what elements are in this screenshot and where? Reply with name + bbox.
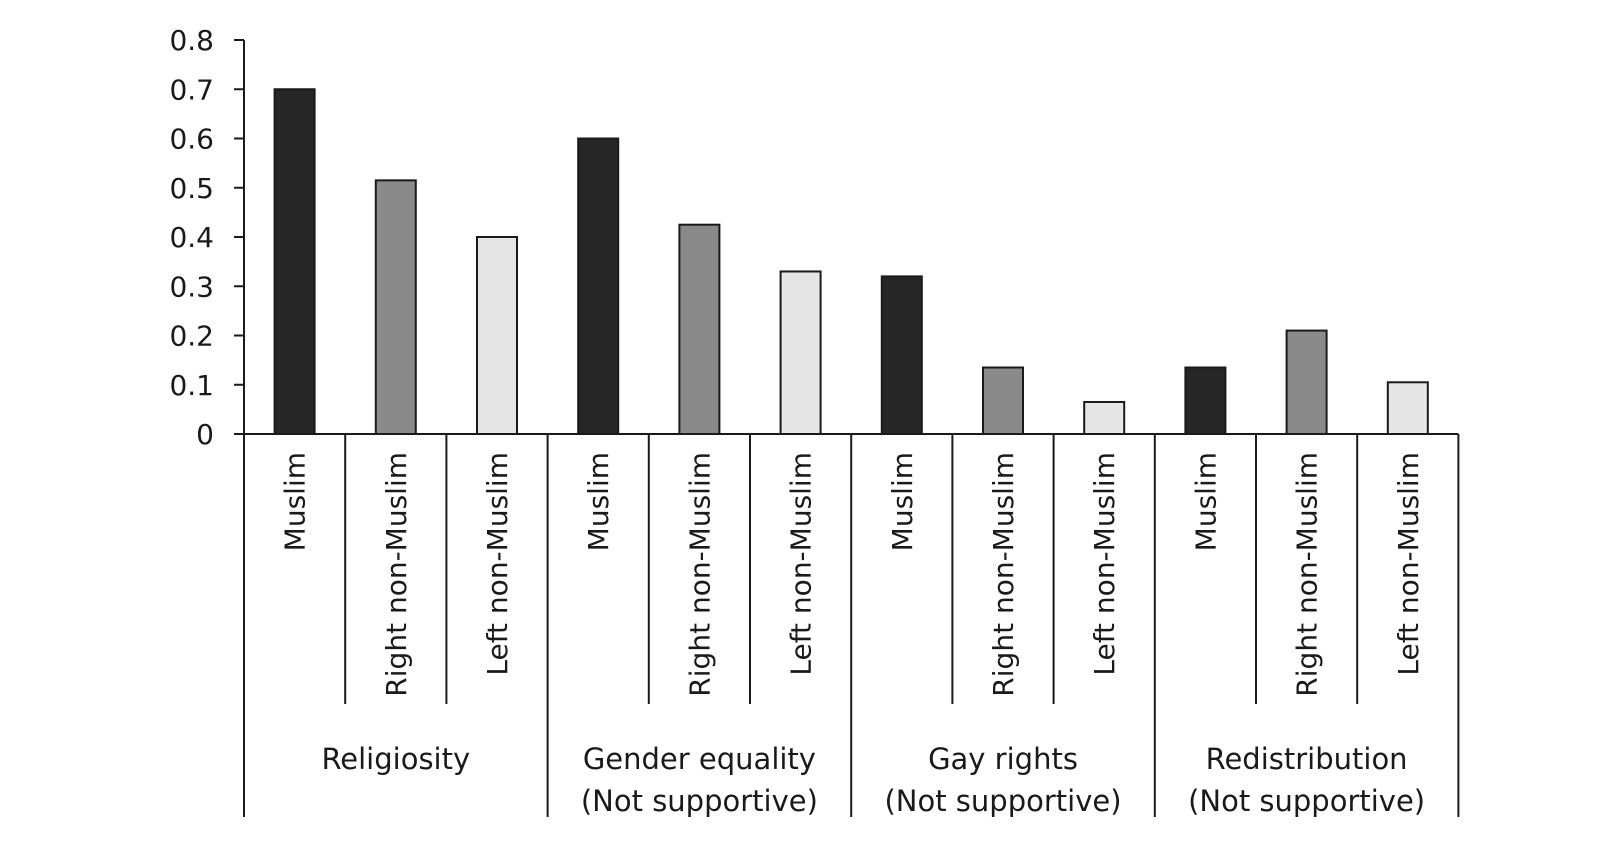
group-label: Religiosity — [321, 742, 470, 776]
category-label: Left non-Muslim — [785, 452, 818, 676]
bar — [273, 88, 316, 435]
y-tick-label: 0.1 — [169, 369, 214, 402]
bar — [577, 137, 620, 435]
group-label: Gender equality — [583, 742, 816, 776]
category-label: Left non-Muslim — [1392, 452, 1425, 676]
bar — [476, 236, 518, 435]
y-axis: 0 0.1 0.2 0.3 0.4 0.5 0.6 0.7 0.8 — [169, 24, 245, 451]
group-label: Gay rights — [928, 742, 1078, 776]
bar — [1083, 400, 1126, 435]
category-label: Right non-Muslim — [380, 452, 413, 697]
group-label: (Not supportive) — [1188, 784, 1425, 818]
group-label: Redistribution — [1206, 742, 1408, 776]
bar — [779, 270, 822, 435]
category-label: Muslim — [886, 452, 919, 551]
x-axis: Muslim Right non-Muslim Left non-Muslim Rel… — [243, 433, 1460, 818]
category-label: Right non-Muslim — [683, 452, 716, 697]
bar — [678, 223, 721, 435]
category-label: Right non-Muslim — [987, 452, 1020, 697]
category-label: Muslim — [582, 452, 615, 551]
bar — [982, 366, 1024, 436]
bar — [880, 275, 923, 435]
bar — [1184, 366, 1227, 436]
y-tick-label: 0.3 — [169, 270, 214, 303]
y-tick-label: 0.5 — [169, 172, 214, 205]
bars — [273, 88, 1429, 436]
y-tick-label: 0.4 — [169, 221, 214, 254]
category-label: Left non-Muslim — [1088, 452, 1121, 676]
y-tick-label: 0.7 — [169, 73, 214, 106]
category-label: Left non-Muslim — [481, 452, 514, 676]
y-tick-label: 0.8 — [169, 24, 214, 57]
bar — [374, 179, 417, 435]
bar — [1285, 329, 1328, 436]
category-label: Right non-Muslim — [1291, 452, 1324, 697]
category-label: Muslim — [279, 452, 312, 551]
group-label: (Not supportive) — [884, 784, 1121, 818]
y-tick-label: 0.2 — [169, 320, 214, 353]
group-label: (Not supportive) — [581, 784, 818, 818]
y-tick-label: 0 — [196, 418, 214, 451]
y-tick-label: 0.6 — [169, 123, 214, 156]
bar — [1386, 381, 1429, 436]
category-label: Muslim — [1189, 452, 1222, 551]
